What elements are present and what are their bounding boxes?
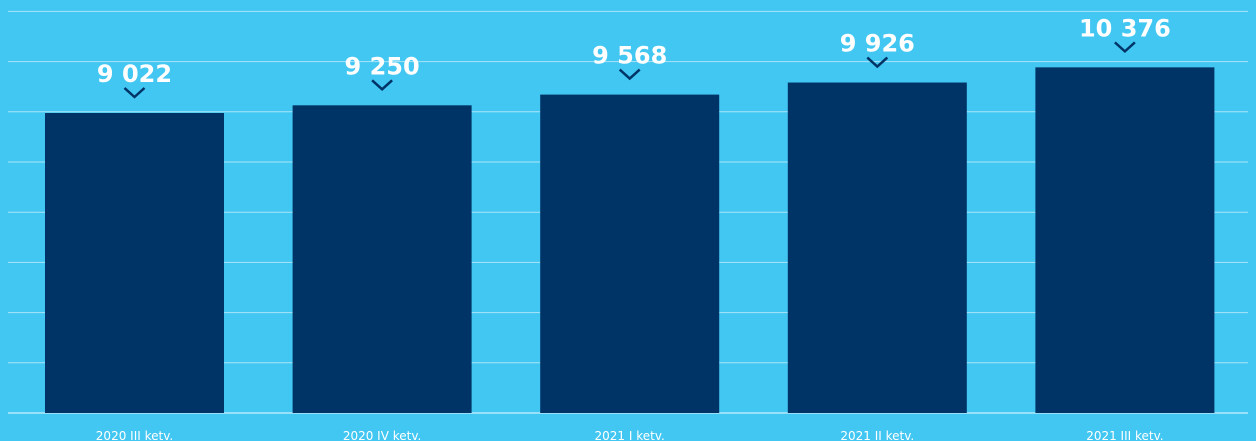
data-label: 10 376 — [1079, 14, 1171, 42]
x-tick-label: 2020 III ketv. — [96, 429, 173, 441]
bar — [787, 82, 967, 413]
chevron-down-icon — [371, 79, 393, 91]
x-tick-label: 2020 IV ketv. — [343, 429, 422, 441]
chevron-down-icon — [1114, 41, 1136, 54]
bar — [45, 113, 224, 413]
data-label: 9 250 — [345, 52, 420, 80]
x-tick-label: 2021 III ketv. — [1086, 429, 1163, 441]
chevron-down-icon — [123, 87, 146, 99]
bar — [1035, 67, 1215, 413]
data-label: 9 022 — [97, 60, 172, 88]
chevron-down-icon — [618, 68, 641, 81]
value-labels: 9 022 9 250 9 568 9 926 10 376 — [97, 14, 1171, 99]
bar — [292, 105, 472, 413]
x-tick-label: 2021 I ketv. — [595, 429, 665, 441]
x-tick-label: 2021 II ketv. — [840, 429, 914, 441]
data-label: 9 568 — [592, 42, 667, 70]
bars — [45, 67, 1215, 414]
x-axis-tick-labels: 2020 III ketv. 2020 IV ketv. 2021 I ketv. 2… — [96, 429, 1164, 441]
data-label: 9 926 — [840, 30, 915, 58]
bar — [540, 94, 720, 414]
chevron-down-icon — [866, 56, 889, 69]
